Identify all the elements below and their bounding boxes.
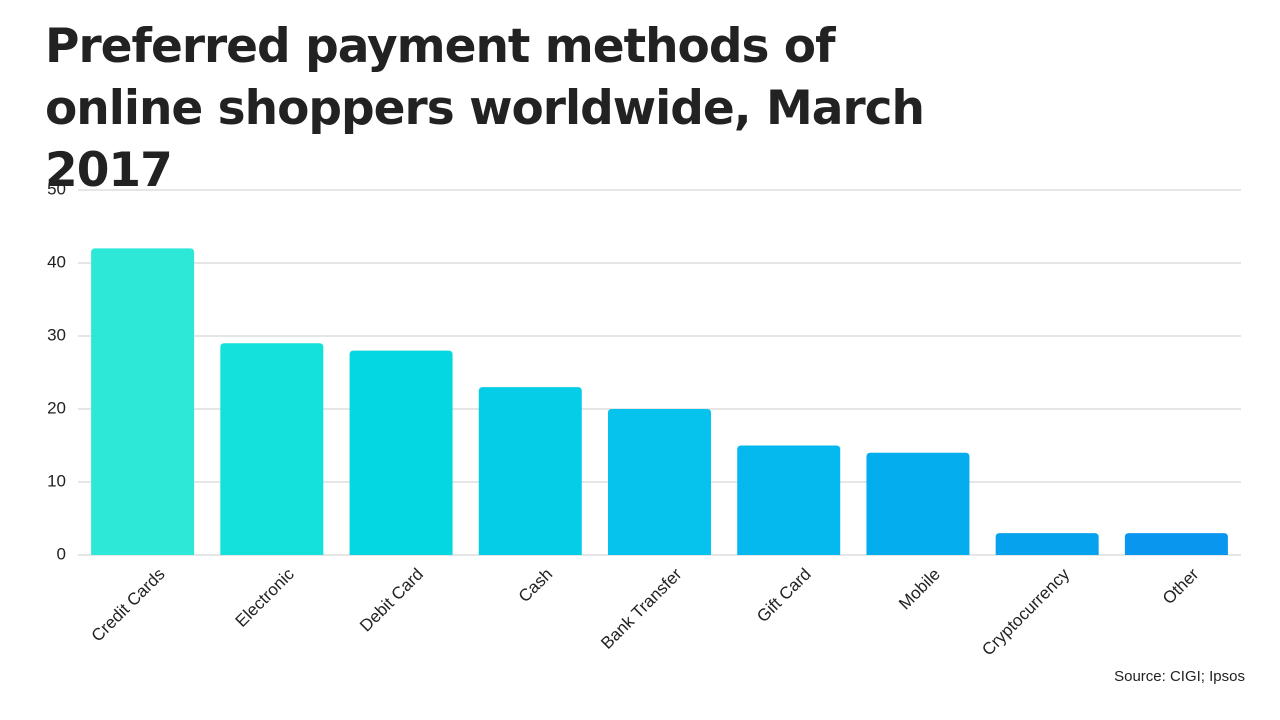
- x-tick-label: Cryptocurrency: [978, 564, 1073, 659]
- y-tick-label: 50: [47, 179, 66, 198]
- bar: [1124, 533, 1228, 555]
- bar: [737, 445, 841, 555]
- bar: [608, 409, 711, 555]
- x-tick-label: Gift Card: [753, 565, 815, 627]
- bar: [220, 343, 324, 555]
- bar: [349, 350, 453, 555]
- x-tick-label: Credit Cards: [88, 565, 169, 646]
- x-tick-label: Electronic: [232, 564, 299, 631]
- y-tick-label: 30: [47, 325, 66, 344]
- x-tick-label: Cash: [515, 565, 556, 606]
- x-tick-label: Debit Card: [356, 565, 427, 636]
- x-tick-label: Other: [1159, 564, 1203, 608]
- x-tick-label: Bank Transfer: [597, 564, 686, 653]
- bar: [478, 387, 582, 555]
- chart-title: Preferred payment methods of online shop…: [45, 19, 925, 198]
- y-tick-label: 20: [47, 398, 66, 417]
- y-tick-label: 40: [47, 252, 66, 271]
- y-tick-label: 0: [57, 544, 66, 563]
- y-tick-label: 10: [47, 471, 66, 490]
- x-tick-label: Mobile: [895, 565, 944, 614]
- bar: [995, 533, 1099, 555]
- bar: [91, 248, 195, 555]
- bar: [866, 452, 970, 555]
- source: Source: CIGI; Ipsos: [1114, 668, 1245, 685]
